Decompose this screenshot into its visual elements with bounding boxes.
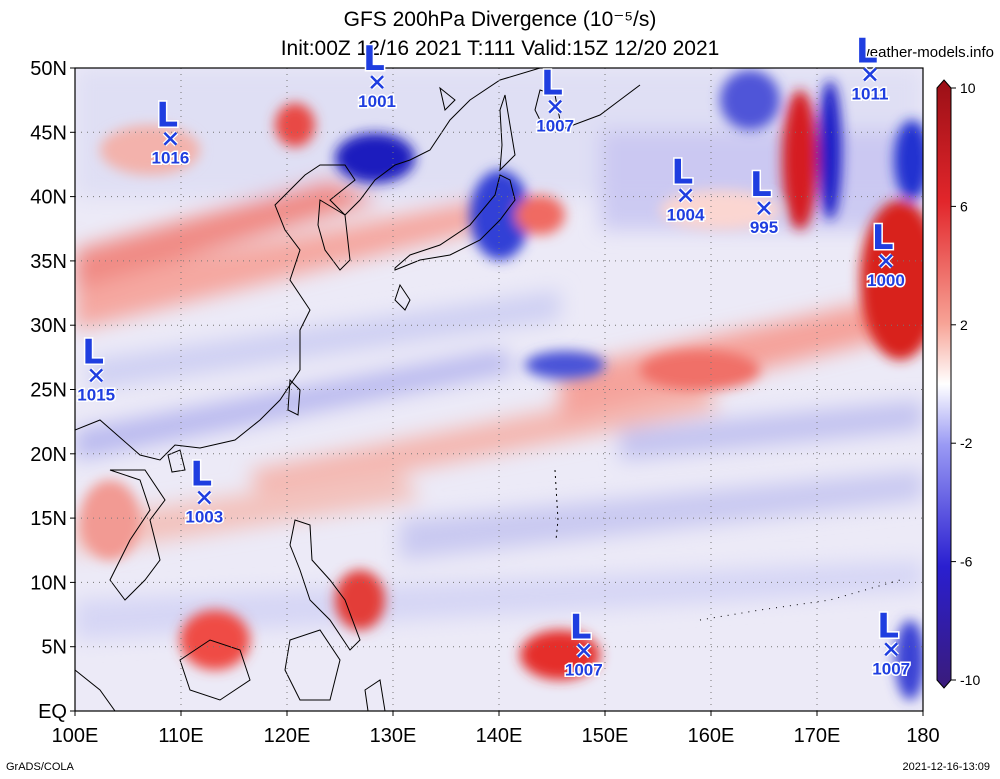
software-credit: GrADS/COLA <box>6 761 74 773</box>
colorbar-label: 6 <box>960 198 968 214</box>
low-pressure-center: L 1000 <box>865 216 906 291</box>
low-letter: L <box>856 31 878 71</box>
low-x-mark <box>884 642 899 657</box>
chart-subtitle: Init:00Z 12/16 2021 T:111 Valid:15Z 12/2… <box>280 37 720 60</box>
longitude-label: 120E <box>264 725 311 747</box>
latitude-label: 45N <box>30 122 67 144</box>
low-pressure-center: L 1007 <box>535 62 576 137</box>
low-x-mark <box>863 67 877 82</box>
low-pressure-value: 1000 <box>867 271 905 290</box>
longitude-label: 130E <box>370 725 417 747</box>
low-x-mark <box>879 254 893 268</box>
longitude-label: 140E <box>476 725 523 747</box>
low-letter: L <box>570 608 592 648</box>
low-pressure-value: 1011 <box>852 84 889 103</box>
coastlines <box>75 68 901 711</box>
low-pressure-center: L 1004 <box>665 151 706 226</box>
low-pressure-center: L 1007 <box>563 606 604 681</box>
colorbar-label: -10 <box>960 672 980 688</box>
low-x-mark <box>548 99 563 114</box>
latitude-label: 30N <box>30 315 67 337</box>
colorbar-label: -2 <box>960 435 973 451</box>
latitude-label: 5N <box>41 637 67 659</box>
low-letter: L <box>156 96 178 136</box>
generated-timestamp: 2021-12-16-13:09 <box>902 761 990 773</box>
longitude-label: 110E <box>158 725 203 747</box>
latitude-labels: 50N 45N 40N 35N 30N 25N 20N 15N 10N 5N EQ <box>30 58 75 723</box>
latitude-label: EQ <box>38 701 67 723</box>
colorbar-label: 10 <box>960 80 976 96</box>
low-x-mark <box>163 131 178 146</box>
low-pressure-center: L 1015 <box>76 331 117 406</box>
longitude-label: 150E <box>582 725 629 747</box>
low-letter: L <box>750 165 772 205</box>
site-name: weather-models.info <box>858 44 994 61</box>
longitude-labels: 100E 110E 120E 130E 140E 150E 160E 170E 180 <box>52 711 940 747</box>
low-x-mark <box>678 188 693 203</box>
low-letter: L <box>877 606 899 646</box>
low-x-mark <box>370 75 384 90</box>
colorbar-label: -6 <box>960 554 973 570</box>
longitude-label: 180 <box>906 725 939 747</box>
longitude-label: 100E <box>52 725 99 747</box>
low-letter: L <box>541 64 563 104</box>
latitude-label: 35N <box>30 251 67 273</box>
low-letter: L <box>672 152 694 192</box>
low-pressure-value: 1007 <box>536 117 574 136</box>
low-pressure-center: L 1016 <box>150 94 191 169</box>
latitude-label: 25N <box>30 380 67 402</box>
divergence-field <box>75 68 923 711</box>
chart-title: GFS 200hPa Divergence (10⁻⁵/s) <box>343 8 657 31</box>
low-pressure-center: L 1001 <box>357 38 398 113</box>
low-letter: L <box>82 332 104 372</box>
low-letter: L <box>190 455 212 495</box>
low-pressure-center: L 995 <box>748 164 779 239</box>
low-x-mark <box>89 368 104 383</box>
colorbar-scale <box>936 79 952 689</box>
low-x-mark <box>757 201 771 216</box>
low-pressure-value: 1004 <box>667 205 705 224</box>
low-x-mark <box>197 490 212 505</box>
low-letter: L <box>363 39 385 79</box>
low-x-mark <box>576 643 591 658</box>
colorbar-label: 2 <box>960 317 968 333</box>
latitude-label: 20N <box>30 444 67 466</box>
latitude-label: 40N <box>30 187 67 209</box>
low-pressure-center: L 1007 <box>871 605 912 680</box>
longitude-label: 160E <box>688 725 735 747</box>
latitude-label: 50N <box>30 58 67 80</box>
colorbar: 10 6 2 -2 -6 -10 <box>936 79 980 689</box>
low-pressure-value: 1001 <box>358 92 396 111</box>
low-letter: L <box>872 218 894 258</box>
low-pressure-center: L 1011 <box>850 30 890 105</box>
low-pressure-value: 1007 <box>872 659 910 678</box>
low-pressure-value: 1007 <box>565 661 603 680</box>
low-pressure-value: 1016 <box>151 149 189 168</box>
colorbar-labels: 10 6 2 -2 -6 -10 <box>951 80 980 688</box>
low-pressure-value: 995 <box>750 218 778 237</box>
low-pressure-center: L 1003 <box>184 453 225 528</box>
longitude-label: 170E <box>794 725 841 747</box>
low-pressure-value: 1015 <box>77 385 115 404</box>
low-pressure-value: 1003 <box>185 508 223 527</box>
latitude-label: 15N <box>30 508 67 530</box>
latitude-label: 10N <box>30 572 67 594</box>
